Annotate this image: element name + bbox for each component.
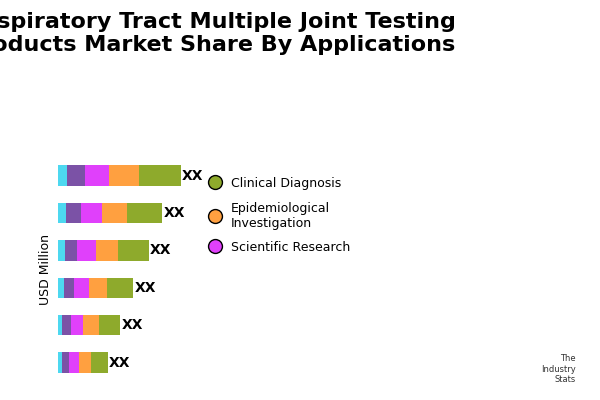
Bar <box>64 278 74 298</box>
Legend: Clinical Diagnosis, Epidemiological
Investigation, Scientific Research: Clinical Diagnosis, Epidemiological Inve… <box>202 171 356 260</box>
Y-axis label: USD Million: USD Million <box>39 234 52 304</box>
Bar <box>58 203 66 223</box>
Text: XX: XX <box>182 169 203 183</box>
Bar <box>127 203 163 223</box>
Bar <box>58 278 64 298</box>
Bar <box>77 240 96 261</box>
Bar <box>96 240 118 261</box>
Bar <box>109 165 139 186</box>
Bar <box>79 352 91 373</box>
Bar <box>58 165 67 186</box>
Bar <box>71 315 83 336</box>
Bar <box>85 165 109 186</box>
Bar <box>99 315 121 336</box>
Bar <box>67 165 85 186</box>
Bar <box>58 352 62 373</box>
Text: XX: XX <box>134 281 156 295</box>
Bar <box>66 203 81 223</box>
Text: XX: XX <box>121 318 143 332</box>
Bar <box>58 240 65 261</box>
Text: The
Industry
Stats: The Industry Stats <box>541 354 576 384</box>
Text: XX: XX <box>109 356 131 370</box>
Bar <box>68 352 79 373</box>
Bar <box>65 240 77 261</box>
Text: XX: XX <box>150 244 171 258</box>
Bar <box>83 315 99 336</box>
Bar <box>74 278 89 298</box>
Bar <box>89 278 107 298</box>
Bar <box>81 203 102 223</box>
Bar <box>107 278 133 298</box>
Bar <box>62 315 71 336</box>
Text: Respiratory Tract Multiple Joint Testing
Products Market Share By Applications: Respiratory Tract Multiple Joint Testing… <box>0 12 455 55</box>
Bar <box>118 240 149 261</box>
Bar <box>102 203 127 223</box>
Bar <box>139 165 181 186</box>
Bar <box>58 315 62 336</box>
Bar <box>91 352 108 373</box>
Bar <box>62 352 68 373</box>
Text: XX: XX <box>163 206 185 220</box>
